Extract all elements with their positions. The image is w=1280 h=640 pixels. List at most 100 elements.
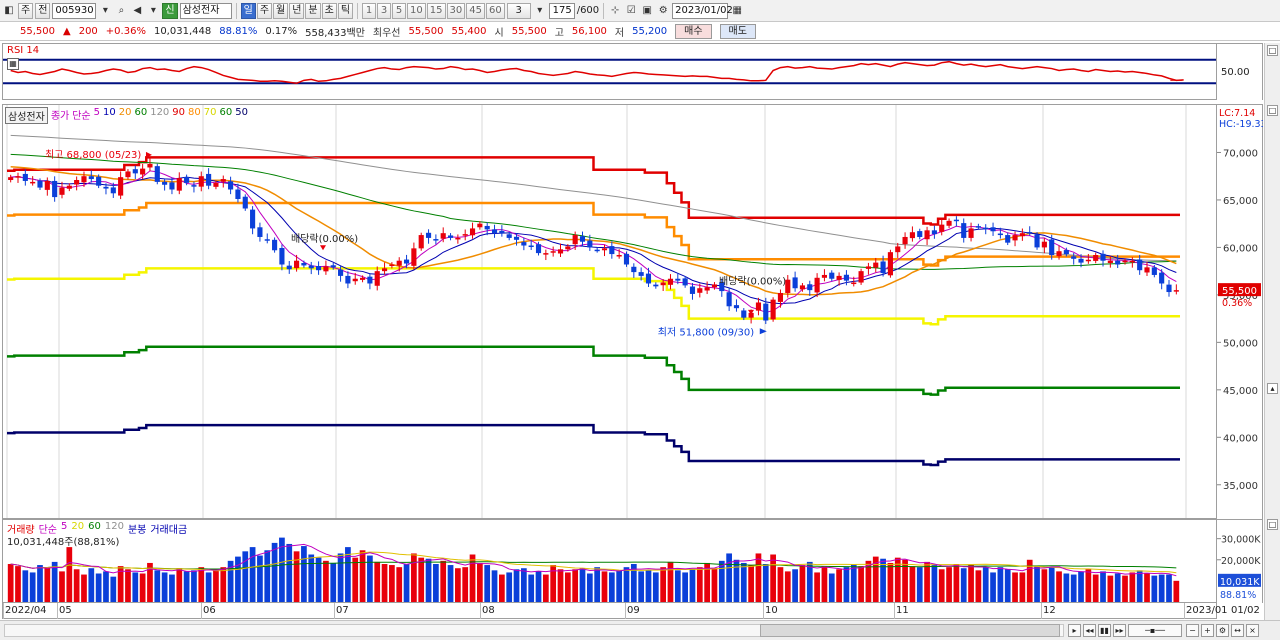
fit-icon[interactable]: ↔ [1231,624,1244,637]
volume-bar [389,565,395,602]
expand-icon[interactable]: □ [1267,519,1278,530]
candle-body [704,287,710,291]
chevron-down-icon[interactable]: ▾ [102,4,108,16]
x-tick-label: 06 [203,605,216,616]
interval-buttons: 1 3 5 10 15 30 45 60 [362,2,505,19]
scroll-right-icon[interactable]: ▸ [1068,624,1081,637]
candle-body [345,275,351,284]
candle-body [1173,290,1179,292]
interval-button-1[interactable]: 1 [362,2,377,19]
interval-button-10[interactable]: 10 [407,2,426,19]
tab-period-5[interactable]: 초 [321,2,337,19]
tab-period-3[interactable]: 년 [289,2,305,19]
interval-button-30[interactable]: 30 [446,2,466,19]
window-menu-icon[interactable]: ◧ [4,4,14,16]
volume-bar [205,572,212,602]
volume-bar [1063,573,1070,602]
volume-bar [132,572,139,602]
speaker-icon[interactable]: ◀ [133,4,142,16]
period-selector[interactable]: 주 [18,2,34,19]
volume-bar [968,565,974,602]
settings-icon[interactable]: ⚙ [658,4,668,16]
candle-body [88,176,94,180]
tab-period-4[interactable]: 분 [305,2,321,19]
chevron-down-icon[interactable]: ▾ [537,4,543,16]
volume-last-ratio: 88.81% [1220,590,1256,601]
volume-bar [990,572,996,602]
candle-body [206,173,212,186]
fast-forward-icon[interactable]: ▸▸ [1113,624,1126,637]
scroll-thumb[interactable] [760,624,1060,637]
interval-select[interactable]: 3 [506,2,531,19]
envelope-70-line [7,267,1180,326]
checkbox-icon[interactable]: ☑ [626,4,636,16]
stock-name-label[interactable]: 삼성전자 [5,107,48,124]
candle-body [425,232,432,238]
pause-icon[interactable]: ▮▮ [1098,624,1111,637]
x-tick-label: 09 [627,605,640,616]
count-input[interactable]: 175 [548,2,575,19]
candle-body [1056,251,1062,257]
calendar-icon[interactable]: ▦ [732,4,742,16]
legend-ma10: 10 [103,107,116,118]
candle-body [1093,255,1099,261]
stock-code-input[interactable]: 005930 [52,2,97,19]
expand-icon[interactable]: □ [1267,105,1278,116]
tab-period-1[interactable]: 주 [256,2,273,19]
rewind-icon[interactable]: ◂◂ [1083,624,1096,637]
candle-body [294,260,300,269]
interval-button-3[interactable]: 3 [377,2,392,19]
close-icon[interactable]: × [1246,624,1259,637]
volume-bar [1048,567,1055,602]
zoom-slider[interactable]: ─▪── [1128,624,1182,637]
volume-ma20-line [10,551,1177,574]
envelope-80-line [7,201,1180,267]
interval-button-45[interactable]: 45 [466,2,485,19]
interval-button-15[interactable]: 15 [426,2,446,19]
expand-icon[interactable]: □ [1267,45,1278,56]
candle-body [931,230,937,235]
volume-bar [257,555,263,602]
volume-bar [960,568,967,602]
high-price: 56,100 [571,26,607,37]
save-icon[interactable]: ▣ [642,4,652,16]
candle-body [1159,272,1165,284]
settings-icon[interactable]: ⚙ [1216,624,1229,637]
legend-ma120: 120 [150,107,170,118]
candle-body [396,260,402,266]
interval-button-5[interactable]: 5 [392,2,407,19]
scroll-up-icon[interactable]: ▴ [1267,383,1278,394]
x-tick-line [1041,603,1042,619]
scrollbar[interactable]: ▸ ◂◂ ▮▮ ▸▸ ─▪── − + ⚙ ↔ × [0,620,1280,640]
candle-body [374,271,380,286]
candle-body [763,303,769,321]
search-icon[interactable]: ⌕ [118,4,125,16]
legend-simple: 단순 [72,111,91,122]
tab-period-0[interactable]: 일 [240,2,256,19]
zoom-out-icon[interactable]: − [1186,624,1199,637]
change-arrow: ▲ [63,26,71,37]
date-input[interactable]: 2023/01/02 [672,2,733,19]
zoom-in-icon[interactable]: + [1201,624,1214,637]
rsi-settings-icon[interactable]: ▦ [7,58,19,70]
price-pane[interactable]: 최고 68,800 (05/23) 최저 51,800 (09/30) 배당락(0.… [2,104,1217,519]
crosshair-icon[interactable]: ⊹ [610,4,620,16]
candle-body [1137,259,1143,271]
buy-button[interactable]: 매수 [675,24,712,39]
interval-button-60[interactable]: 60 [485,2,505,19]
candle-body [162,181,168,185]
tab-period-6[interactable]: 틱 [337,2,354,19]
chevron-down-icon[interactable]: ▾ [150,4,156,16]
candle-body [785,279,791,293]
candle-body [653,284,659,287]
candle-body [316,266,322,271]
candle-body [968,228,974,238]
candle-body [367,276,373,284]
code-mode-selector[interactable]: 전 [35,2,51,19]
rsi-pane[interactable]: RSI 14 ▦ [2,43,1217,100]
volume-bar [161,572,168,602]
sell-button[interactable]: 매도 [719,24,756,39]
tab-period-2[interactable]: 월 [273,2,289,19]
volume-pane[interactable]: 거래량 단순 5 20 60 120 분봉 거래대금 10,031,448주(8… [2,519,1217,603]
volume-bar [946,567,952,602]
